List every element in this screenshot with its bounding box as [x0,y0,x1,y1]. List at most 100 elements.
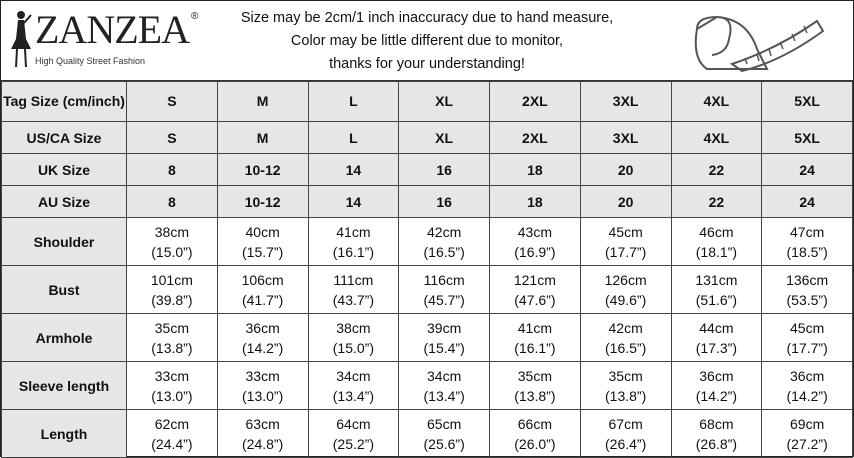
cm-value: 34cm [336,367,371,384]
cm-value: 111cm [333,271,374,288]
registered-mark: ® [190,11,199,22]
cm-value: 33cm [154,367,189,384]
measurement-cell: 42cm (16.5”) [398,217,490,266]
inch-value: (26.0”) [514,435,556,452]
measurement-cell: 38cm (15.0”) [126,217,218,266]
brand-logo: ZANZEA ® High Quality Street Fashion [7,7,202,75]
size-cell: 8 [126,185,218,218]
inch-value: (13.8”) [151,339,193,356]
measurement-cell: 44cm (17.3”) [670,313,763,362]
measurement-row: Sleeve length 33cm (13.0”) 33cm (13.0”) 34cm (… [1,361,853,410]
size-cell: 18 [489,185,581,218]
cm-value: 44cm [699,319,734,336]
measurement-cell: 136cm (53.5”) [761,265,853,314]
inch-value: (15.4”) [423,339,465,356]
inch-value: (13.4”) [423,387,465,404]
inch-value: (25.6”) [423,435,465,452]
size-cell: 14 [307,185,400,218]
measurement-cell: 35cm (13.8”) [579,361,672,410]
inch-value: (17.7”) [786,339,828,356]
inch-value: (16.5”) [605,339,647,356]
notice-line: thanks for your understanding! [329,56,525,72]
inch-value: (14.2”) [786,387,828,404]
inch-value: (15.0”) [151,243,193,260]
measurement-cell: 64cm (25.2”) [307,409,400,458]
measurement-cell: 36cm (14.2”) [670,361,763,410]
cm-value: 36cm [790,367,825,384]
cm-value: 43cm [517,223,552,240]
measurement-cell: 39cm (15.4”) [398,313,490,362]
size-row: Tag Size (cm/inch) S M L XL 2XL 3XL 4XL 5XL [1,81,853,122]
cm-value: 69cm [790,415,825,432]
inch-value: (13.8”) [514,387,556,404]
measurement-cell: 41cm (16.1”) [307,217,400,266]
inch-value: (45.7”) [423,291,465,308]
measurement-cell: 47cm (18.5”) [761,217,853,266]
measurement-cell: 131cm (51.6”) [670,265,763,314]
row-label: Shoulder [1,217,127,266]
cm-value: 116cm [423,271,465,288]
size-cell: 22 [670,153,763,186]
measurement-cell: 43cm (16.9”) [489,217,581,266]
inch-value: (16.9”) [514,243,556,260]
inch-value: (24.8”) [242,435,284,452]
brand-name: ZANZEA [35,7,190,52]
size-cell: 3XL [579,81,672,122]
row-label: Length [1,409,127,458]
size-cell: 3XL [579,121,672,154]
measurement-cell: 36cm (14.2”) [216,313,309,362]
brand-row: ZANZEA ® [35,7,198,53]
measurement-cell: 68cm (26.8”) [670,409,763,458]
size-row: US/CA Size S M L XL 2XL 3XL 4XL 5XL [1,121,853,154]
row-label: Armhole [1,313,127,362]
measurement-cell: 33cm (13.0”) [216,361,309,410]
size-cell: S [126,81,218,122]
cm-value: 63cm [245,415,280,432]
cm-value: 67cm [608,415,643,432]
size-cell: 10-12 [216,185,309,218]
measurement-row: Length 62cm (24.4”) 63cm (24.8”) 64cm (25.2”) 6… [1,409,853,458]
size-cell: 18 [489,153,581,186]
cm-value: 36cm [245,319,280,336]
cm-value: 106cm [241,271,284,288]
cm-value: 36cm [699,367,734,384]
size-table: Tag Size (cm/inch) S M L XL 2XL 3XL 4XL 5XL US/CA… [1,81,853,458]
row-label: US/CA Size [1,121,127,154]
measurement-cell: 45cm (17.7”) [761,313,853,362]
size-cell: 4XL [670,81,763,122]
cm-value: 47cm [790,223,825,240]
cm-value: 41cm [517,319,552,336]
inch-value: (39.8”) [151,291,193,308]
measurement-cell: 38cm (15.0”) [307,313,400,362]
woman-silhouette-icon [11,11,32,68]
size-cell: 24 [761,153,853,186]
size-cell: M [216,81,309,122]
cm-value: 45cm [790,319,825,336]
size-cell: 10-12 [216,153,309,186]
size-row: UK Size 8 10-12 14 16 18 20 22 24 [1,153,853,186]
cm-value: 121cm [513,271,556,288]
size-cell: 24 [761,185,853,218]
measurement-cell: 46cm (18.1”) [670,217,763,266]
measurement-cell: 40cm (15.7”) [216,217,309,266]
size-cell: 8 [126,153,218,186]
cm-value: 39cm [427,319,462,336]
size-cell: 22 [670,185,763,218]
inch-value: (18.1”) [695,243,737,260]
notice-line: Size may be 2cm/1 inch inaccuracy due to… [240,10,614,26]
inch-value: (27.2”) [786,435,828,452]
inch-value: (18.5”) [786,243,828,260]
inch-value: (15.0”) [332,339,374,356]
measuring-tape-icon [694,15,825,73]
cm-value: 68cm [699,415,734,432]
inch-value: (16.1”) [332,243,374,260]
inch-value: (49.6”) [605,291,647,308]
size-cell: 5XL [761,121,853,154]
cm-value: 38cm [154,223,189,240]
size-cell: M [216,121,309,154]
cm-value: 41cm [336,223,371,240]
brand-text: ZANZEA ® High Quality Street Fashion [35,7,198,67]
measurement-cell: 111cm (43.7”) [307,265,400,314]
measurement-cell: 67cm (26.4”) [579,409,672,458]
measurement-cell: 106cm (41.7”) [216,265,309,314]
